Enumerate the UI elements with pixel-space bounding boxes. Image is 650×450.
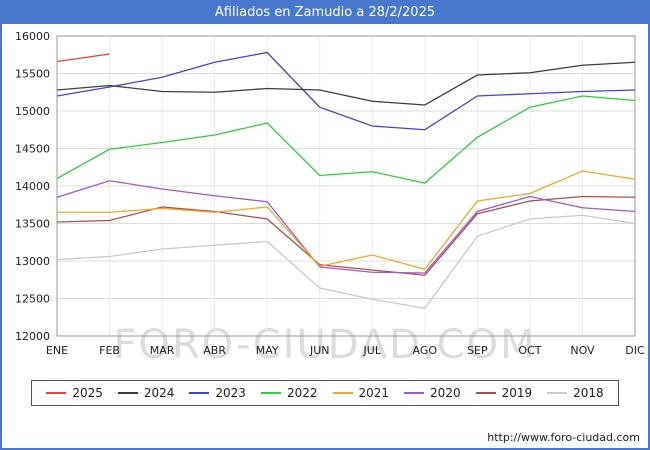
legend-box: 2025 2024 2023 2022 2021 2020 2019 2018 — [31, 380, 619, 406]
series-line-2018 — [56, 214, 636, 309]
legend-label-2023: 2023 — [215, 386, 246, 400]
y-axis-label: 13500 — [15, 218, 50, 231]
series-line-2020 — [56, 180, 636, 274]
legend: 2025 2024 2023 2022 2021 2020 2019 2018 — [2, 380, 648, 406]
legend-swatch-2023 — [189, 392, 210, 394]
series-line-2024 — [56, 61, 636, 106]
x-axis-label: FEB — [99, 344, 120, 357]
series-line-2021 — [57, 170, 636, 270]
title-bar: Afiliados en Zamudio a 28/2/2025 — [2, 2, 648, 24]
x-axis-label: OCT — [518, 344, 541, 357]
legend-item-2024: 2024 — [117, 386, 175, 400]
series-line-2025 — [56, 53, 110, 63]
series-line-2023 — [56, 51, 636, 131]
x-axis-label: JUN — [309, 344, 330, 357]
legend-item-2019: 2019 — [475, 386, 533, 400]
y-axis-label: 15500 — [15, 68, 50, 81]
page-title: Afiliados en Zamudio a 28/2/2025 — [214, 5, 436, 20]
legend-swatch-2022 — [260, 392, 281, 394]
legend-item-2018: 2018 — [547, 386, 604, 400]
y-axis-label: 12000 — [15, 330, 50, 343]
x-axis-label: MAR — [150, 344, 175, 357]
legend-swatch-2025 — [46, 392, 67, 394]
legend-label-2022: 2022 — [286, 386, 318, 400]
chart-area: FORO-CIUDAD.COM 12000 12500 13000 13500 1400… — [2, 24, 648, 368]
legend-label-2021: 2021 — [358, 386, 390, 400]
x-axis-label: SEP — [467, 344, 488, 357]
footer-url[interactable]: http://www.foro-ciudad.com — [487, 431, 640, 444]
legend-swatch-2019 — [475, 392, 496, 394]
legend-swatch-2024 — [117, 392, 138, 394]
legend-label-2025: 2025 — [72, 386, 103, 400]
legend-label-2018: 2018 — [573, 386, 604, 400]
legend-item-2025: 2025 — [46, 386, 103, 400]
x-axis-label: NOV — [570, 344, 595, 357]
x-axis-label: ENE — [46, 344, 68, 357]
y-axis-label: 15000 — [15, 105, 50, 118]
y-axis-label: 16000 — [15, 30, 50, 43]
legend-item-2021: 2021 — [332, 386, 390, 400]
legend-swatch-2020 — [404, 392, 425, 394]
legend-label-2019: 2019 — [501, 386, 533, 400]
legend-item-2023: 2023 — [189, 386, 246, 400]
legend-item-2022: 2022 — [260, 386, 318, 400]
y-axis-label: 14500 — [15, 143, 50, 156]
x-axis-label: DIC — [625, 344, 645, 357]
y-axis-label: 12500 — [15, 293, 50, 306]
legend-swatch-2021 — [332, 392, 353, 394]
x-axis-label: MAY — [256, 344, 279, 357]
y-axis-label: 14000 — [15, 180, 50, 193]
legend-label-2024: 2024 — [143, 386, 175, 400]
legend-swatch-2018 — [547, 392, 568, 394]
legend-label-2020: 2020 — [430, 386, 461, 400]
footer: http://www.foro-ciudad.com — [487, 431, 640, 444]
series-line-2022 — [56, 95, 636, 184]
legend-item-2020: 2020 — [404, 386, 461, 400]
chart-svg: 12000 12500 13000 13500 14000 14500 15000 15500… — [15, 30, 645, 357]
y-axis-label: 13000 — [15, 255, 50, 268]
x-axis-label: ABR — [203, 344, 226, 357]
x-axis-label: JUL — [363, 344, 382, 357]
series-line-2019 — [56, 195, 636, 276]
plot-border — [56, 35, 636, 337]
x-axis-label: AGO — [413, 344, 438, 357]
